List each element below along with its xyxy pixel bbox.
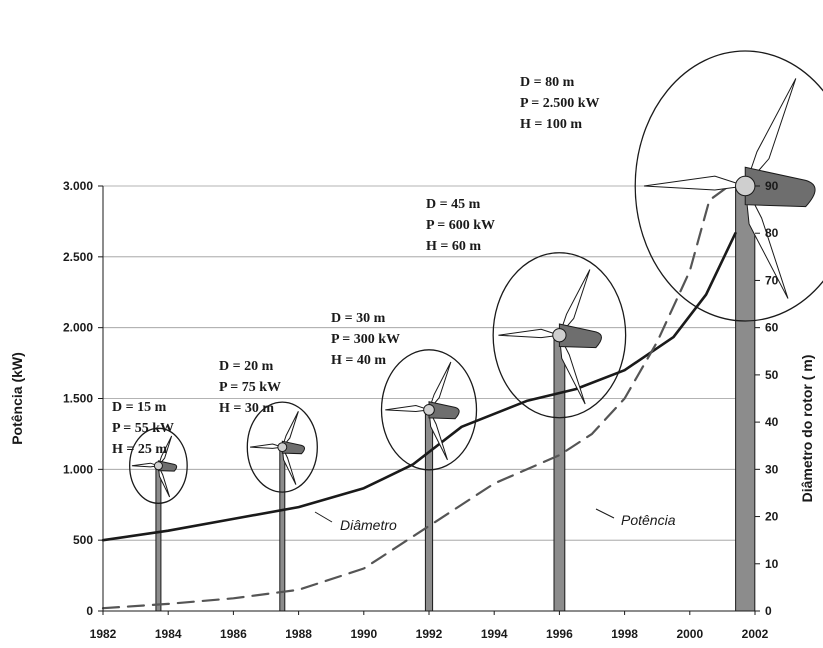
turbine-tower	[279, 446, 286, 612]
diametro-label: Diâmetro	[340, 517, 397, 533]
y2-tick-label: 30	[765, 462, 779, 476]
turbine-rotor	[380, 349, 478, 471]
rotor-hub	[552, 328, 567, 343]
y-tick-label: 500	[73, 533, 93, 547]
y2-tick-label: 50	[765, 368, 779, 382]
y-axis-title: Potência (kW)	[9, 352, 25, 445]
spec-power: P = 600 kW	[426, 218, 495, 233]
spec-diameter: D = 20 m	[219, 359, 274, 374]
y2-tick-label: 0	[765, 604, 772, 618]
turbine-tower	[155, 465, 162, 612]
x-tick-label: 1994	[481, 627, 508, 641]
y2-axis-title: Diâmetro do rotor ( m)	[799, 355, 815, 503]
rotor-circle	[492, 252, 627, 419]
axes: 0 500 1.000 1.500 2.000 2.500 3.000 0 10 20 30 40 50…	[9, 179, 815, 641]
potencia-leader	[595, 508, 615, 519]
y-tick-label: 0	[86, 604, 93, 618]
x-tick-label: 2002	[742, 627, 769, 641]
potencia-label: Potência	[621, 512, 676, 528]
spec-diameter: D = 15 m	[112, 400, 167, 415]
x-tick-label: 1982	[90, 627, 117, 641]
series-lines	[101, 184, 737, 610]
spec-diameter: D = 80 m	[520, 75, 575, 90]
rotor-blade	[744, 185, 789, 299]
turbine-nacelle	[157, 460, 178, 472]
x-tick-label: 2000	[676, 627, 703, 641]
rotor-blade	[281, 446, 297, 485]
x-tick-label: 1992	[416, 627, 443, 641]
rotor-blade	[558, 269, 591, 336]
spec-diameter: D = 45 m	[426, 197, 481, 212]
y2-tick-label: 40	[765, 415, 779, 429]
rotor-blade	[157, 465, 171, 498]
turbine-rotors	[129, 50, 823, 504]
annotations: D = 15 m P = 55 kW H = 25 m D = 20 m P = 75 …	[112, 75, 676, 533]
y-tick-label: 2.000	[63, 321, 93, 335]
rotor-blade	[281, 411, 299, 448]
turbine-nacelle	[281, 440, 306, 455]
series-line-potencia	[101, 184, 731, 610]
rotor-blade	[131, 462, 159, 468]
rotor-blade	[157, 435, 173, 467]
turbine-nacelle	[428, 401, 460, 420]
spec-power: P = 2.500 kW	[520, 96, 600, 111]
diametro-leader	[314, 511, 333, 523]
y-tick-label: 1.000	[63, 462, 93, 476]
spec-height: H = 40 m	[331, 353, 386, 368]
spec-height: H = 30 m	[219, 401, 274, 416]
rotor-blade	[643, 175, 746, 191]
turbine-tower	[553, 334, 566, 612]
rotor-circle	[246, 401, 318, 493]
x-tick-label: 1986	[220, 627, 247, 641]
x-tick-label: 1996	[546, 627, 573, 641]
turbine-rotor	[129, 427, 188, 504]
turbine-rotor	[634, 50, 823, 322]
y2-tick-label: 60	[765, 321, 779, 335]
rotor-circle	[634, 50, 823, 322]
rotor-circle	[380, 349, 478, 471]
rotor-blade	[428, 361, 452, 411]
rotor-circle	[129, 427, 188, 504]
spec-height: H = 60 m	[426, 239, 481, 254]
spec-power: P = 300 kW	[331, 332, 400, 347]
rotor-hub	[735, 175, 756, 197]
grid-lines	[103, 185, 755, 541]
turbine-rotor	[492, 252, 627, 419]
y-tick-label: 2.500	[63, 250, 93, 264]
x-tick-label: 1984	[155, 627, 182, 641]
x-tick-label: 1998	[611, 627, 638, 641]
rotor-blade	[744, 78, 797, 187]
y-tick-label: 1.500	[63, 392, 93, 406]
turbine-nacelle	[558, 323, 602, 349]
spec-height: H = 25 m	[112, 442, 167, 457]
spec-height: H = 100 m	[520, 117, 582, 132]
rotor-blade	[385, 405, 430, 413]
rotor-hub	[277, 442, 288, 453]
x-tick-label: 1988	[285, 627, 312, 641]
x-tick-label: 1990	[350, 627, 377, 641]
rotor-blade	[250, 443, 283, 449]
y2-tick-label: 80	[765, 226, 779, 240]
y-tick-label: 3.000	[63, 179, 93, 193]
rotor-hub	[153, 461, 163, 471]
turbine-rotor	[246, 401, 318, 493]
y2-tick-label: 10	[765, 557, 779, 571]
y2-tick-label: 70	[765, 273, 779, 287]
rotor-blade	[558, 334, 586, 405]
y2-tick-label: 90	[765, 179, 779, 193]
rotor-hub	[423, 404, 435, 416]
spec-power: P = 55 kW	[112, 421, 174, 436]
turbine-tower	[735, 185, 756, 612]
turbine-nacelle	[744, 166, 816, 208]
spec-diameter: D = 30 m	[331, 311, 386, 326]
series-line-diametro	[101, 231, 737, 542]
spec-power: P = 75 kW	[219, 380, 281, 395]
y2-tick-label: 20	[765, 510, 779, 524]
rotor-blade	[498, 328, 560, 339]
turbine-tower	[424, 409, 434, 612]
rotor-blade	[428, 409, 448, 461]
